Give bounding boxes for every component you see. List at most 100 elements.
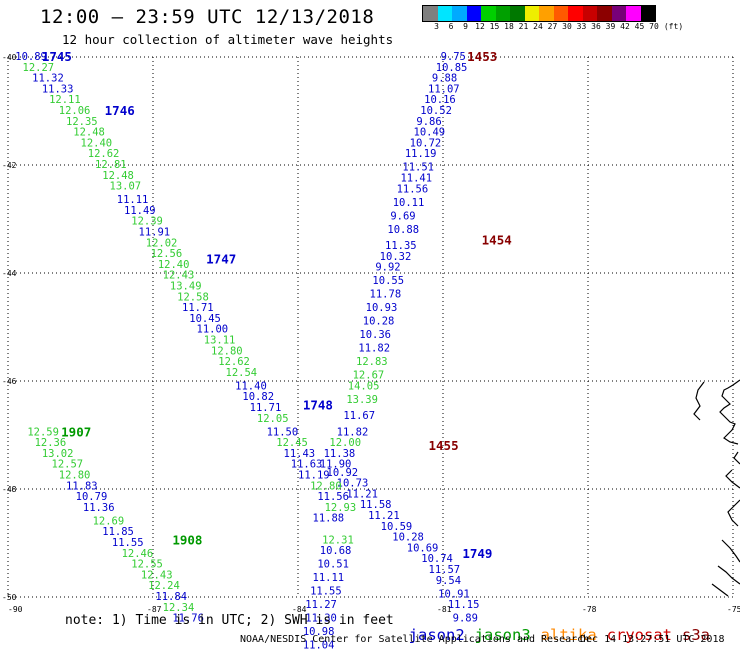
swh-value: 12.57 — [52, 459, 84, 471]
swh-value: 11.50 — [267, 426, 299, 438]
swh-value: 11.88 — [313, 513, 345, 525]
lon-tick-label: -81 — [437, 605, 452, 614]
swh-value: 12.06 — [59, 105, 91, 117]
color-scale-label: 15 — [489, 22, 500, 31]
swh-value: 12.80 — [211, 345, 243, 357]
swh-value: 12.80 — [310, 480, 342, 492]
swh-value: 10.98 — [303, 626, 335, 638]
color-scale-label: 36 — [591, 22, 601, 31]
swh-value: 10.92 — [327, 467, 359, 479]
legend-altika: altika — [540, 626, 597, 644]
swh-value: 10.51 — [317, 559, 349, 571]
color-swatch — [452, 6, 467, 21]
swh-value: 9.88 — [432, 73, 457, 85]
color-swatch — [539, 6, 554, 21]
pass-time-label: 1455 — [429, 438, 459, 453]
swh-value: 10.32 — [380, 251, 412, 263]
color-scale-label: 27 — [547, 22, 558, 31]
swh-value: 10.55 — [372, 275, 404, 287]
satellite-passes: 9.7510.859.8811.0710.1610.529.8610.4910.… — [15, 49, 512, 650]
swh-value: 10.88 — [387, 224, 419, 236]
swh-value: 11.90 — [320, 459, 352, 471]
swh-value: 10.45 — [189, 313, 221, 325]
swh-value: 11.21 — [346, 488, 378, 500]
swh-value: 12.34 — [163, 602, 195, 614]
pass-time-label: 1907 — [61, 424, 91, 439]
swh-value: 11.49 — [124, 205, 156, 217]
swh-value: 9.89 — [453, 613, 478, 625]
swh-value: 10.73 — [337, 478, 369, 490]
swh-value: 11.41 — [400, 173, 432, 185]
map-grid — [7, 56, 734, 598]
footer-timestamp: Dec 14 13:27:51 UTC 2018 — [580, 634, 725, 645]
swh-value: 12.00 — [329, 437, 361, 449]
legend-cryosat: cryosat — [606, 626, 672, 644]
swh-value: 12.05 — [257, 413, 289, 425]
color-swatch — [495, 6, 510, 21]
swh-value: 12.36 — [35, 437, 67, 449]
swh-value: 11.56 — [317, 491, 349, 503]
swh-value: 12.93 — [325, 502, 357, 514]
swh-value: 10.16 — [424, 94, 456, 106]
swh-value: 11.56 — [397, 183, 429, 195]
swh-value: 12.69 — [93, 515, 125, 527]
swh-value: 9.69 — [390, 210, 415, 222]
swh-value: 10.72 — [410, 137, 442, 149]
swh-value: 12.83 — [356, 356, 388, 368]
color-scale-label: 12 — [475, 22, 485, 31]
color-scale-label: 24 — [533, 22, 543, 31]
swh-value: 11.11 — [313, 572, 345, 584]
swh-value: 11.58 — [360, 499, 392, 511]
swh-value: 12.54 — [226, 367, 258, 379]
color-scale-bar — [422, 5, 656, 22]
swh-value: 10.89 — [15, 51, 47, 63]
color-scale-label: 3 — [434, 22, 439, 31]
color-swatch — [611, 6, 626, 21]
swh-value: 13.11 — [204, 335, 236, 347]
axis-labels: -90 -87 -84 -81 -78 -75 -40 -42 -44 -46 -48 -50 — [2, 53, 740, 614]
swh-value: 12.43 — [141, 569, 173, 581]
color-scale-label: 30 — [562, 22, 572, 31]
color-swatch — [553, 6, 568, 21]
swh-value: 9.92 — [375, 262, 400, 274]
swh-value: 11.32 — [32, 73, 64, 85]
legend-s3a: s3a — [682, 626, 710, 644]
swh-value: 12.62 — [88, 148, 120, 160]
color-scale-label: (ft) — [663, 22, 684, 31]
swh-value: 12.39 — [131, 216, 163, 228]
swh-value: 12.31 — [322, 534, 354, 546]
page-subtitle: 12 hour collection of altimeter wave hei… — [62, 32, 394, 47]
color-swatch — [568, 6, 583, 21]
lat-tick-label: -50 — [2, 593, 17, 602]
swh-value: 11.15 — [448, 599, 480, 611]
swh-value: 10.52 — [420, 105, 452, 117]
swh-value: 9.75 — [441, 51, 466, 63]
swh-value: 11.84 — [155, 591, 187, 603]
color-swatch — [524, 6, 539, 21]
lat-tick-label: -44 — [2, 269, 17, 278]
swh-value: 10.69 — [407, 542, 439, 554]
swh-value: 11.19 — [405, 148, 437, 160]
swh-value: 13.02 — [42, 448, 74, 460]
color-swatch — [626, 6, 641, 21]
swh-value: 10.74 — [421, 553, 453, 565]
lat-tick-label: -40 — [2, 53, 17, 62]
swh-value: 12.43 — [163, 270, 195, 282]
swh-value: 11.40 — [235, 380, 267, 392]
swh-value: 10.59 — [381, 521, 413, 533]
lon-tick-label: -84 — [292, 605, 307, 614]
color-swatch — [437, 6, 452, 21]
swh-value: 12.46 — [122, 548, 154, 560]
lon-tick-label: -78 — [582, 605, 597, 614]
swh-value: 10.68 — [320, 545, 352, 557]
color-swatch — [423, 6, 438, 21]
swh-value: 12.81 — [95, 159, 127, 171]
swh-value: 11.33 — [42, 83, 74, 95]
swh-value: 11.21 — [368, 510, 400, 522]
swh-value: 11.67 — [343, 410, 375, 422]
lat-tick-label: -46 — [2, 377, 17, 386]
swh-value: 12.02 — [146, 237, 178, 249]
swh-value: 10.28 — [392, 532, 424, 544]
swh-value: 10.79 — [76, 491, 108, 503]
swh-value: 10.36 — [359, 329, 391, 341]
